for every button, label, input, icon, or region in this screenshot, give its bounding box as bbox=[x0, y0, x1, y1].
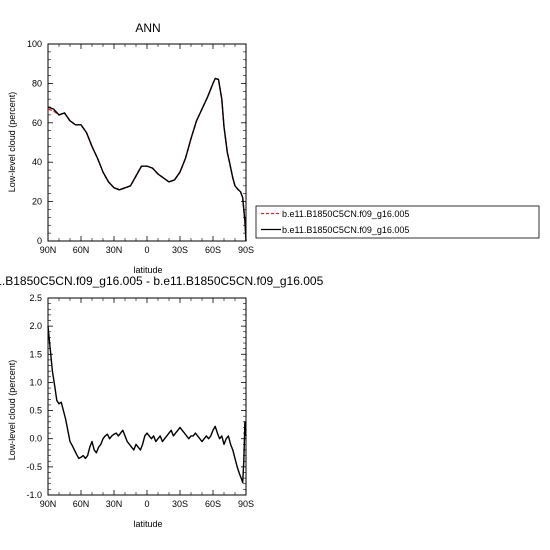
bottom-y-tick-label: 2.5 bbox=[29, 293, 42, 303]
top-x-tick-label: 90N bbox=[40, 245, 57, 255]
bottom-x-tick-label: 0 bbox=[144, 499, 149, 509]
legend-entry-1: b.e11.B1850C5CN.f09_g16.005 bbox=[282, 209, 409, 219]
top-x-tick-label: 0 bbox=[144, 245, 149, 255]
bottom-x-tick-label: 30S bbox=[172, 499, 188, 509]
bottom-x-tick-label: 90S bbox=[238, 499, 254, 509]
top-x-tick-label: 60S bbox=[205, 245, 221, 255]
top-series-line-2 bbox=[47, 77, 247, 242]
top-x-axis-label: latitude bbox=[133, 265, 162, 275]
top-x-tick-label: 30N bbox=[106, 245, 123, 255]
bottom-chart-title: b.e11.B1850C5CN.f09_g16.005 - b.e11.B185… bbox=[0, 274, 324, 288]
bottom-y-tick-label: 1.5 bbox=[29, 349, 42, 359]
bottom-x-tick-label: 90N bbox=[40, 499, 57, 509]
bottom-x-tick-label: 30N bbox=[106, 499, 123, 509]
bottom-panel: b.e11.B1850C5CN.f09_g16.005 - b.e11.B185… bbox=[0, 274, 324, 529]
legend-box bbox=[255, 205, 540, 239]
bottom-y-axis-label: Low-level cloud (percent) bbox=[7, 360, 17, 461]
top-chart-title: ANN bbox=[135, 21, 160, 35]
top-y-axis-label: Low-level cloud (percent) bbox=[7, 92, 17, 193]
top-x-tick-label: 30S bbox=[172, 245, 188, 255]
legend-entry-2: b.e11.B1850C5CN.f09_g16.005 bbox=[282, 225, 409, 235]
top-y-tick-label: 100 bbox=[27, 39, 42, 49]
top-x-tick-label: 90S bbox=[238, 245, 254, 255]
bottom-frame bbox=[47, 297, 247, 496]
top-series-line-1 bbox=[47, 77, 247, 242]
top-y-tick-label: 80 bbox=[32, 78, 42, 88]
bottom-y-tick-label: -0.5 bbox=[26, 462, 42, 472]
bottom-series-line-1 bbox=[47, 326, 247, 484]
top-x-tick-label: 60N bbox=[73, 245, 90, 255]
top-plot-area: 90N 60N 30N 0 30S 60S 90S 0 20 40 60 80 100 bbox=[27, 39, 254, 255]
top-y-tick-label: 20 bbox=[32, 197, 42, 207]
top-y-tick-label: 0 bbox=[37, 236, 42, 246]
bottom-x-axis-label: latitude bbox=[133, 519, 162, 529]
top-y-tick-label: 40 bbox=[32, 157, 42, 167]
bottom-x-tick-label: 60S bbox=[205, 499, 221, 509]
bottom-x-tick-label: 60N bbox=[73, 499, 90, 509]
bottom-y-tick-label: 1.0 bbox=[29, 377, 42, 387]
bottom-y-tick-label: 2.0 bbox=[29, 321, 42, 331]
top-frame bbox=[47, 43, 247, 242]
bottom-plot-area: 90N 60N 30N 0 30S 60S 90S -1.0 -0.5 0.0 0.5 1.0 1.5 2… bbox=[26, 293, 254, 509]
bottom-y-tick-label: -1.0 bbox=[26, 490, 42, 500]
bottom-y-tick-label: 0.5 bbox=[29, 406, 42, 416]
top-y-tick-label: 60 bbox=[32, 118, 42, 128]
bottom-y-tick-label: 0.0 bbox=[29, 434, 42, 444]
legend: b.e11.B1850C5CN.f09_g16.005 b.e11.B1850C… bbox=[255, 205, 540, 239]
top-panel: ANN 90N 60N 30N 0 30S 60S 90S 0 20 40 60 80 100 lati… bbox=[7, 21, 540, 275]
